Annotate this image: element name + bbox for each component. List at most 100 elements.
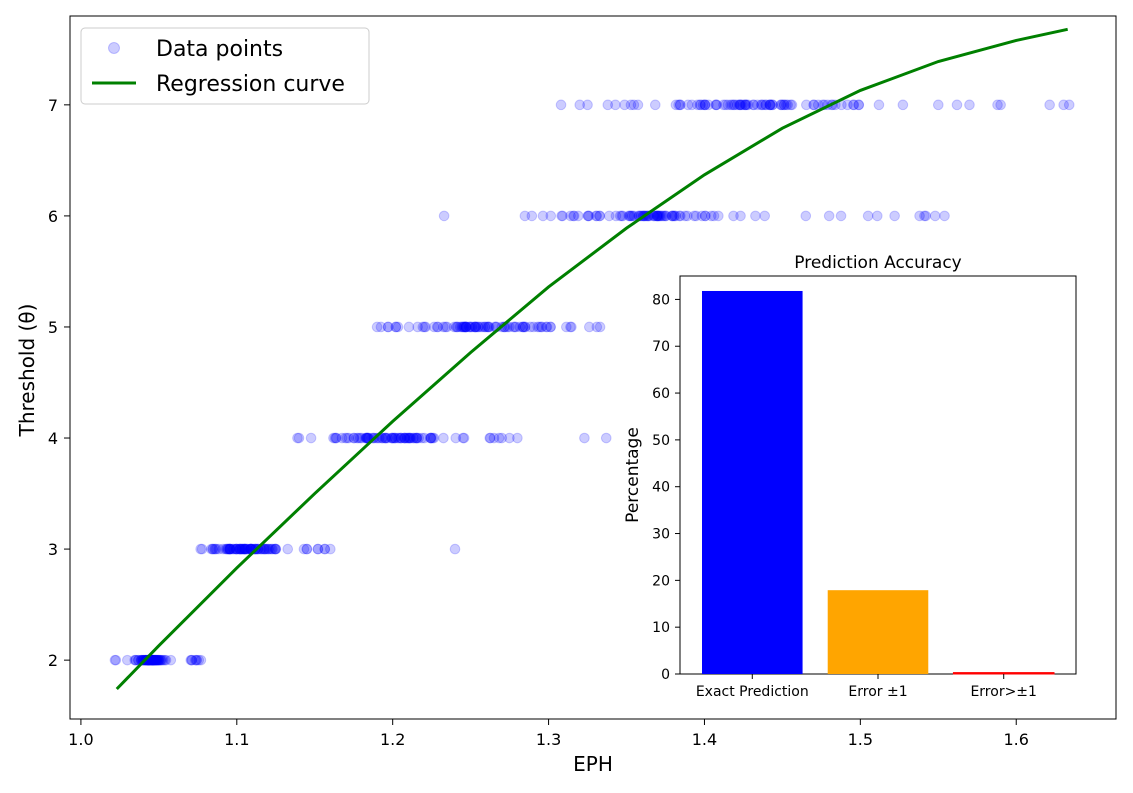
bar-1 [827, 590, 929, 674]
data-point [146, 654, 158, 666]
data-point [411, 432, 423, 444]
data-point [148, 654, 160, 666]
data-point [782, 99, 794, 111]
data-point [556, 210, 567, 222]
data-point [207, 543, 219, 555]
data-point [764, 99, 776, 111]
data-point [160, 654, 172, 666]
data-point [148, 654, 159, 666]
data-point [109, 654, 121, 666]
data-point [675, 210, 686, 222]
data-point [224, 543, 235, 555]
main-plot: 1.0 1.1 1.2 1.3 1.4 1.5 1.6 2 3 4 5 6 7 EPH Thresho… [15, 15, 1117, 776]
inset-x-tick-label: Exact Prediction [696, 684, 809, 700]
data-point [518, 321, 529, 333]
data-point [242, 543, 253, 555]
data-point [579, 432, 590, 444]
data-point [239, 543, 251, 555]
data-point [241, 543, 253, 555]
data-point [376, 432, 388, 444]
data-point [660, 210, 672, 222]
data-point [390, 321, 402, 333]
data-point [711, 99, 722, 111]
data-point [223, 543, 234, 555]
data-point [1058, 99, 1069, 111]
data-point [412, 321, 423, 333]
data-point [528, 321, 539, 333]
data-point [700, 210, 711, 222]
data-point [628, 210, 640, 222]
legend-marker-data-points [108, 42, 120, 54]
data-point [992, 99, 1003, 111]
data-point [666, 210, 678, 222]
data-point [739, 99, 751, 111]
data-point [932, 99, 944, 111]
data-point [151, 654, 163, 666]
data-point [380, 432, 391, 444]
data-point [469, 321, 481, 333]
data-point [207, 543, 219, 555]
data-point [651, 210, 663, 222]
data-point [673, 99, 684, 111]
data-point [708, 210, 720, 222]
y-tick-label: 4 [48, 429, 58, 448]
data-point [388, 432, 400, 444]
data-point [470, 321, 482, 333]
x-tick-label: 1.1 [224, 730, 249, 749]
data-point [217, 543, 229, 555]
data-point [343, 432, 355, 444]
data-point [352, 432, 364, 444]
data-point [582, 99, 593, 111]
data-point [130, 654, 142, 666]
data-point [610, 210, 622, 222]
data-point [227, 543, 239, 555]
data-point [540, 321, 552, 333]
data-point [419, 432, 430, 444]
data-point [568, 210, 579, 222]
data-point [240, 543, 252, 555]
data-point [808, 99, 820, 111]
data-point [951, 99, 963, 111]
data-point [526, 210, 538, 222]
data-point [699, 99, 711, 111]
data-point [594, 210, 605, 222]
data-point [508, 321, 519, 333]
data-point [452, 321, 464, 333]
inset-y-tick-label: 50 [652, 433, 670, 449]
data-point [519, 210, 531, 222]
data-point [230, 543, 241, 555]
data-point [110, 654, 122, 666]
data-point [514, 321, 526, 333]
data-point [653, 210, 664, 222]
data-point [151, 654, 163, 666]
data-point [440, 321, 451, 333]
data-point [566, 321, 577, 333]
data-point [682, 210, 693, 222]
data-point [697, 99, 709, 111]
data-point [380, 432, 392, 444]
data-point [448, 321, 460, 333]
data-point [259, 543, 271, 555]
data-point [594, 210, 606, 222]
data-point [873, 99, 885, 111]
data-point [458, 321, 469, 333]
data-point [696, 210, 708, 222]
data-point [525, 321, 536, 333]
data-point [312, 543, 324, 555]
data-point [417, 321, 429, 333]
data-point [469, 321, 481, 333]
data-point [361, 432, 372, 444]
data-point [740, 99, 752, 111]
data-point [420, 321, 431, 333]
data-point [375, 321, 387, 333]
data-point [545, 210, 557, 222]
data-point [404, 432, 416, 444]
data-point [237, 543, 248, 555]
data-point [800, 210, 812, 222]
x-tick-label: 1.6 [1004, 730, 1029, 749]
data-point [258, 543, 270, 555]
data-point [390, 432, 401, 444]
data-point [222, 543, 234, 555]
data-point [848, 99, 859, 111]
data-point [914, 210, 925, 222]
